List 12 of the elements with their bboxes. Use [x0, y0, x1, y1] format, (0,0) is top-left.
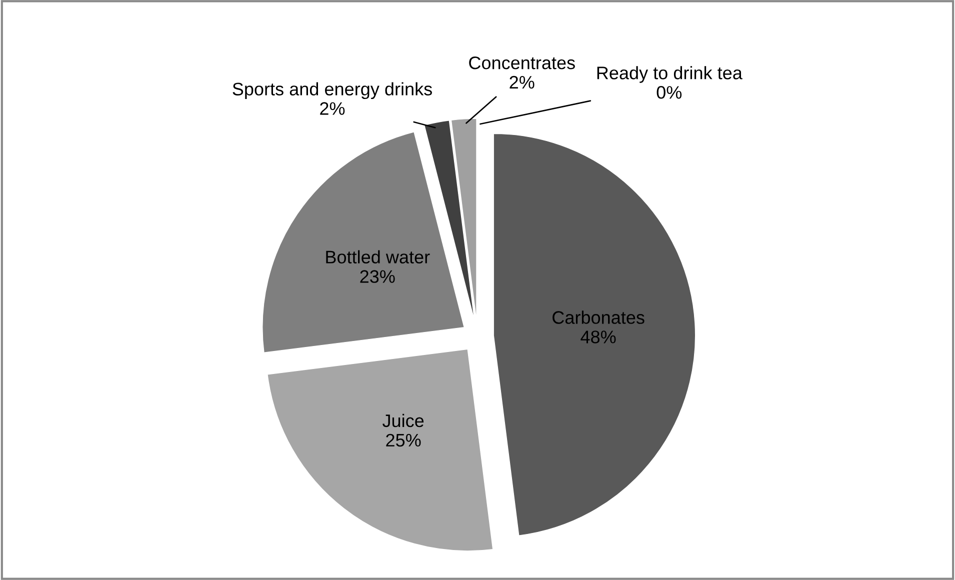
slice-label: Carbonates [552, 310, 644, 324]
text: 0% [656, 86, 682, 99]
data-label: 48% [580, 330, 616, 344]
data-label: 2% [510, 76, 534, 89]
data-label: 2% [320, 102, 345, 115]
data-label: 23% [360, 270, 395, 283]
slice-label: Juice [382, 414, 424, 428]
data-label: 25% [386, 434, 421, 447]
slice-label: Sports and energy drinks [232, 82, 432, 100]
category-label: Ready to drink tea [597, 66, 742, 83]
slice-label: Concentrates [469, 56, 575, 70]
slice-label: Bottled water [326, 250, 430, 264]
